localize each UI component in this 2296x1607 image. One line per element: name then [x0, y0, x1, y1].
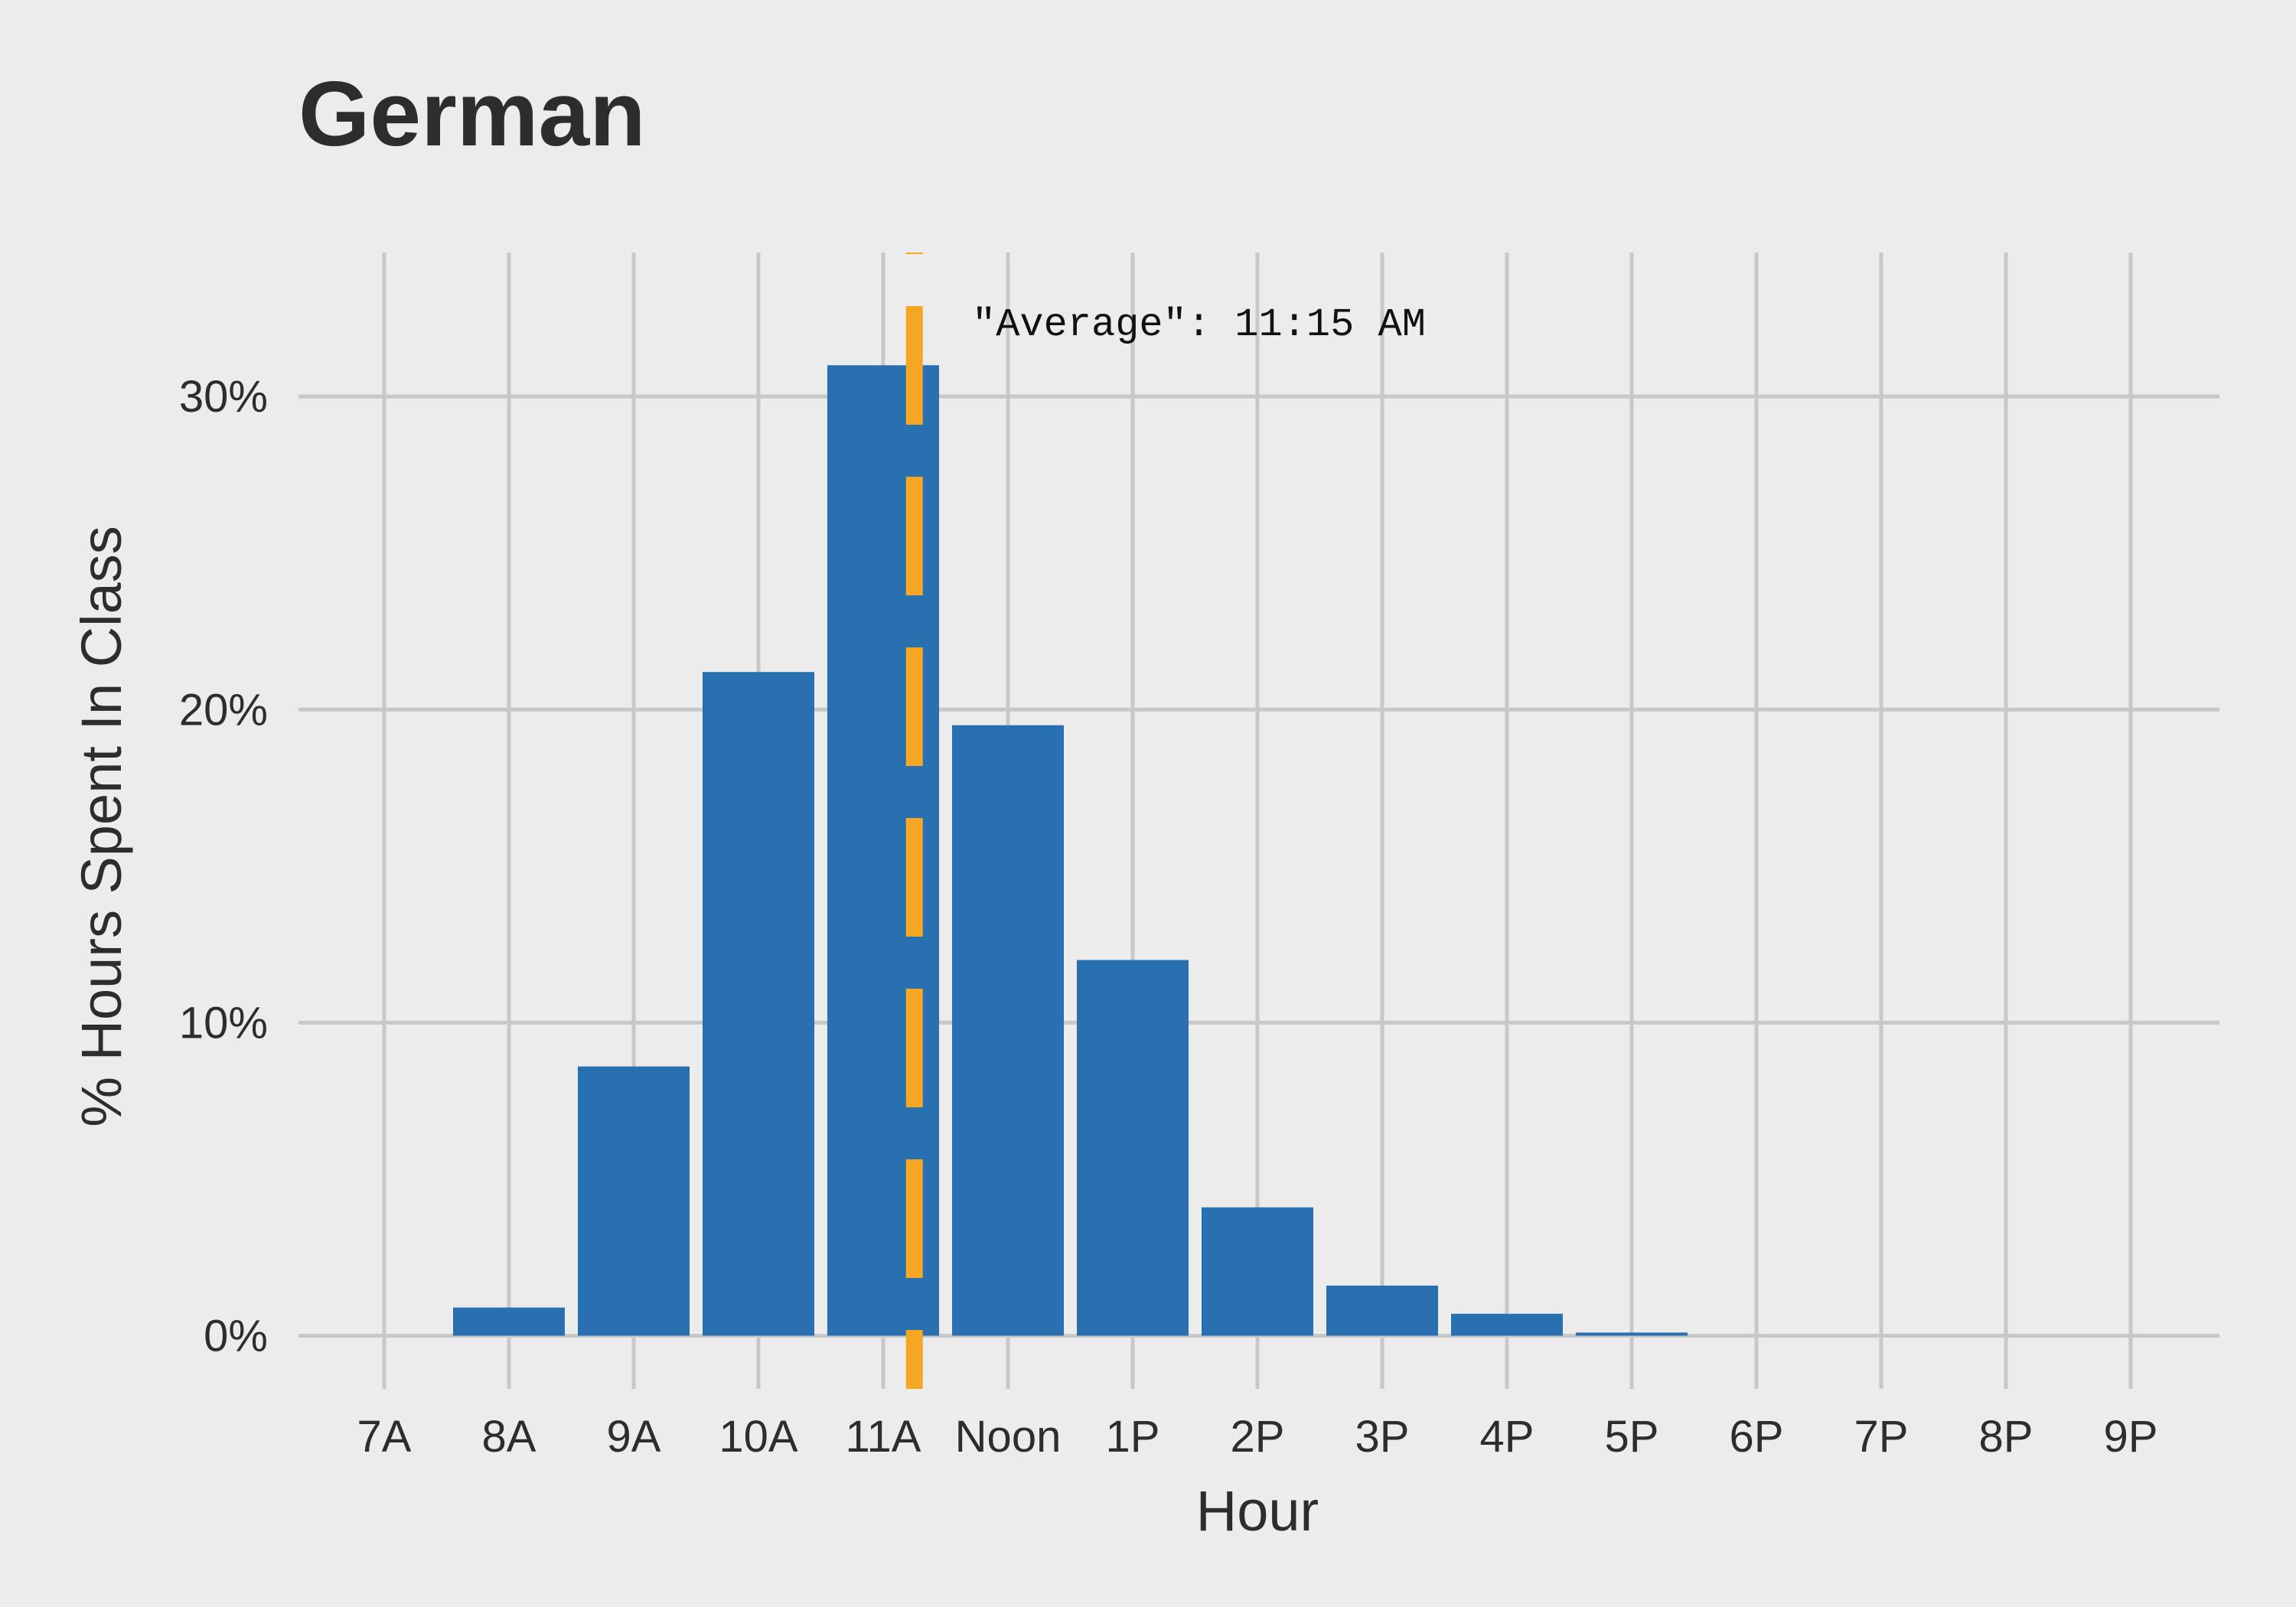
bar-2p — [1202, 1207, 1313, 1336]
x-tick-label: 7A — [357, 1412, 412, 1462]
x-tick-label: 6P — [1730, 1412, 1784, 1462]
bar-9a — [578, 1066, 690, 1336]
x-tick-label: 4P — [1480, 1412, 1534, 1462]
bar-10a — [703, 672, 814, 1336]
x-axis-tick-labels: 7A 8A 9A 10A 11A Noon 1P 2P 3P 4P 5P 6P 7P 8P 9P — [357, 1412, 2158, 1462]
bar-3p — [1326, 1286, 1438, 1336]
y-axis-label: % Hours Spent In Class — [70, 526, 133, 1127]
x-tick-label: 1P — [1106, 1412, 1160, 1462]
y-tick-label: 0% — [204, 1311, 268, 1361]
bar-1p — [1077, 960, 1189, 1336]
bar-8a — [453, 1307, 565, 1336]
x-tick-label: 7P — [1854, 1412, 1909, 1462]
x-tick-label: Noon — [955, 1412, 1062, 1462]
y-tick-label: 30% — [179, 372, 268, 422]
bar-noon — [952, 725, 1064, 1336]
average-annotation: "Average": 11:15 AM — [972, 302, 1426, 347]
x-tick-label: 2P — [1231, 1412, 1285, 1462]
bar-4p — [1451, 1313, 1563, 1336]
bar-5p — [1576, 1332, 1688, 1336]
x-tick-label: 9P — [2104, 1412, 2158, 1462]
x-tick-label: 8P — [1979, 1412, 2033, 1462]
x-tick-label: 8A — [482, 1412, 536, 1462]
y-tick-label: 10% — [179, 998, 268, 1048]
y-tick-label: 20% — [179, 685, 268, 735]
x-tick-label: 10A — [719, 1412, 798, 1462]
x-tick-label: 5P — [1605, 1412, 1659, 1462]
x-tick-label: 11A — [846, 1412, 921, 1462]
chart-title: German — [298, 63, 646, 165]
x-axis-label: Hour — [1196, 1479, 1319, 1543]
x-tick-label: 9A — [607, 1412, 661, 1462]
x-tick-label: 3P — [1355, 1412, 1410, 1462]
y-axis-tick-labels: 0% 10% 20% 30% — [179, 372, 268, 1361]
